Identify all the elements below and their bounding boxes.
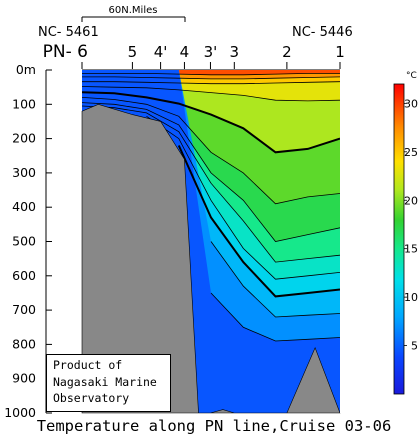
isotherm-24 (82, 81, 340, 85)
credit-line-1: Product of (53, 358, 123, 372)
seafloor (81, 103, 341, 414)
colorbar-ticks: 5 10 15 20 25 30 (404, 97, 418, 353)
credit-line-3: Observatory (53, 391, 130, 405)
y-tick-label: 700 (12, 302, 36, 317)
isotherm-6 (210, 292, 340, 342)
colorbar-tick-label: 10 (404, 291, 418, 304)
credit-line-2: Nagasaki Marine (53, 374, 157, 389)
colorbar-gradient (393, 83, 405, 395)
isotherm-14 (82, 105, 340, 263)
colorbar-tick-label: 30 (404, 97, 418, 110)
station-label: 5 (128, 43, 138, 61)
station-label: PN- 6 (43, 42, 88, 62)
y-tick-label: 600 (12, 268, 36, 283)
station-label: 3' (204, 43, 218, 61)
isotherm-16 (82, 102, 340, 242)
station-label: 4 (180, 43, 190, 61)
seafloor-topography (81, 70, 350, 414)
isotherm-12 (146, 115, 340, 280)
colorbar-unit: °C (406, 71, 417, 81)
isotherm-18 (82, 97, 340, 205)
y-tick-label: 300 (12, 165, 36, 180)
y-tick-label: 800 (12, 336, 36, 351)
station-label: 2 (282, 43, 292, 61)
isotherm-22 (82, 86, 340, 102)
isotherm-10 (177, 145, 340, 298)
y-axis: 0m 100 200 300 400 500 600 700 800 900 1000 (4, 62, 52, 420)
colorbar-tick-label: 15 (404, 243, 418, 256)
isotherm-8 (210, 241, 340, 318)
isotherm-26 (82, 76, 340, 80)
scale-bar-label: 60N.Miles (109, 5, 158, 16)
y-tick-label: 100 (12, 96, 36, 111)
endpoint-right-label: NC- 5446 (292, 25, 353, 40)
plot-right-margin (340, 70, 350, 413)
y-tick-label: 900 (12, 371, 36, 386)
isotherm-contours (82, 73, 340, 342)
colorbar: °C 5 10 15 20 25 30 (393, 71, 418, 395)
y-tick-label: 200 (12, 131, 36, 146)
y-tick-label: 1000 (4, 405, 36, 420)
isotherm-28 (82, 73, 340, 76)
credit-box: Product of Nagasaki Marine Observatory (46, 354, 171, 412)
station-label: 1 (335, 43, 345, 61)
colorbar-tick-label: 25 (404, 146, 418, 159)
y-tick-label: 400 (12, 199, 36, 214)
station-labels: PN- 6 5 4' 4 3' 3 2 1 (43, 42, 345, 69)
station-label: 3 (230, 43, 240, 61)
y-tick-label: 0m (16, 62, 36, 77)
station-label: 4' (154, 43, 168, 61)
endpoint-left-label: NC- 5461 (38, 25, 99, 40)
chart-title: Temperature along PN line,Cruise 03-06 (37, 417, 392, 435)
isotherm-20 (82, 91, 340, 154)
scale-bar: 60N.Miles (81, 5, 186, 22)
colorbar-tick-label: 20 (404, 194, 418, 207)
y-tick-label: 500 (12, 234, 36, 249)
colorbar-tick-label: 5 (411, 340, 418, 353)
